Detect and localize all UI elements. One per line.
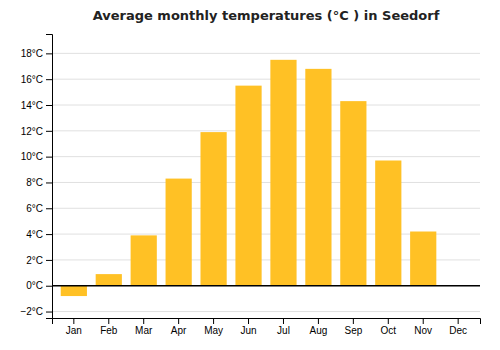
y-tick-mark bbox=[46, 260, 52, 261]
x-tick-mark bbox=[458, 318, 459, 324]
y-tick-mark bbox=[46, 131, 52, 132]
x-axis-line bbox=[53, 319, 481, 325]
x-tick-mark bbox=[248, 318, 249, 324]
y-tick-label: 10°C bbox=[21, 151, 43, 162]
bar bbox=[131, 235, 157, 285]
x-tick-label: Mar bbox=[135, 325, 153, 336]
x-tick: Nov bbox=[414, 318, 432, 336]
x-tick-label: Apr bbox=[171, 325, 187, 336]
bar bbox=[340, 101, 366, 286]
bar bbox=[96, 274, 122, 286]
bar bbox=[410, 232, 436, 286]
x-tick: Mar bbox=[135, 318, 153, 336]
y-tick-mark bbox=[46, 53, 52, 54]
y-tick: 0°C bbox=[26, 280, 52, 291]
title: Average monthly temperatures (°C ) in Se… bbox=[93, 8, 440, 23]
y-tick-mark bbox=[46, 234, 52, 235]
y-tick-mark bbox=[46, 79, 52, 80]
y-tick-label: 4°C bbox=[26, 229, 43, 240]
x-axis: Jan Feb Mar Apr May Jun Jul Aug Sep Oct Nov Dec bbox=[53, 318, 481, 336]
y-tick-label: 0°C bbox=[26, 280, 43, 291]
x-tick-mark bbox=[353, 318, 354, 324]
x-tick-mark bbox=[318, 318, 319, 324]
x-tick-mark bbox=[283, 318, 284, 324]
y-tick: 10°C bbox=[21, 151, 52, 162]
y-tick: 8°C bbox=[26, 177, 52, 188]
baseline bbox=[52, 285, 480, 287]
plot: −2°C 0°C 2°C 4°C 6°C 8°C 10°C 12°C 14°C 16°C 18°C J… bbox=[20, 35, 480, 337]
y-tick: −2°C bbox=[20, 306, 52, 317]
x-tick: Aug bbox=[310, 318, 328, 336]
x-tick-label: Feb bbox=[100, 325, 118, 336]
grid-line bbox=[52, 182, 480, 183]
x-tick: Jan bbox=[66, 318, 82, 336]
bar bbox=[375, 161, 401, 286]
x-tick: May bbox=[204, 318, 223, 336]
x-tick: Jul bbox=[277, 318, 290, 336]
bar bbox=[61, 286, 87, 296]
y-tick-mark bbox=[46, 105, 52, 106]
y-tick: 18°C bbox=[21, 48, 52, 59]
grid-line bbox=[52, 105, 480, 106]
x-tick-mark bbox=[73, 318, 74, 324]
y-tick-label: 12°C bbox=[21, 126, 43, 137]
y-tick-label: 14°C bbox=[21, 100, 43, 111]
chart: −2°C 0°C 2°C 4°C 6°C 8°C 10°C 12°C 14°C 16°C 18°C J… bbox=[0, 0, 500, 350]
x-tick-label: Nov bbox=[414, 325, 432, 336]
grid-line bbox=[52, 79, 480, 80]
y-tick-label: 6°C bbox=[26, 203, 43, 214]
x-tick: Jun bbox=[240, 318, 256, 336]
grid-line bbox=[52, 208, 480, 209]
x-tick-mark bbox=[423, 318, 424, 324]
y-tick: 2°C bbox=[26, 255, 52, 266]
grid-line bbox=[52, 53, 480, 54]
x-tick-label: Oct bbox=[381, 325, 397, 336]
grid-line bbox=[52, 156, 480, 157]
y-axis: −2°C 0°C 2°C 4°C 6°C 8°C 10°C 12°C 14°C 16°C 18°C bbox=[20, 35, 52, 319]
bar bbox=[235, 86, 261, 286]
y-tick-label: −2°C bbox=[20, 306, 43, 317]
y-tick: 14°C bbox=[21, 100, 52, 111]
grid bbox=[52, 53, 480, 311]
bar bbox=[270, 60, 296, 286]
y-tick-label: 2°C bbox=[26, 255, 43, 266]
y-tick-mark bbox=[46, 312, 52, 313]
y-tick-label: 16°C bbox=[21, 74, 43, 85]
grid-line bbox=[52, 311, 480, 312]
x-tick-label: May bbox=[204, 325, 223, 336]
grid-line bbox=[52, 130, 480, 131]
y-tick-mark bbox=[46, 182, 52, 183]
x-tick: Oct bbox=[381, 318, 397, 336]
y-axis-line bbox=[46, 35, 53, 319]
bar bbox=[305, 69, 331, 286]
y-tick: 6°C bbox=[26, 203, 52, 214]
bar bbox=[166, 179, 192, 286]
x-tick-mark bbox=[388, 318, 389, 324]
x-tick: Apr bbox=[171, 318, 187, 336]
y-tick-mark bbox=[46, 157, 52, 158]
x-tick-label: Jun bbox=[240, 325, 256, 336]
x-tick-mark bbox=[108, 318, 109, 324]
x-tick-mark bbox=[143, 318, 144, 324]
y-tick-label: 18°C bbox=[21, 48, 43, 59]
y-tick-label: 8°C bbox=[26, 177, 43, 188]
x-tick: Sep bbox=[344, 318, 362, 336]
x-tick-mark bbox=[178, 318, 179, 324]
y-tick-mark bbox=[46, 208, 52, 209]
x-tick-label: Aug bbox=[310, 325, 328, 336]
y-tick: 4°C bbox=[26, 229, 52, 240]
bars bbox=[61, 60, 437, 296]
x-tick-label: Jul bbox=[277, 325, 290, 336]
x-tick-label: Sep bbox=[344, 325, 362, 336]
x-tick: Feb bbox=[100, 318, 118, 336]
x-tick: Dec bbox=[449, 318, 467, 336]
bar bbox=[200, 132, 226, 286]
y-tick: 12°C bbox=[21, 126, 52, 137]
x-tick-mark bbox=[213, 318, 214, 324]
y-tick: 16°C bbox=[21, 74, 52, 85]
y-tick-mark bbox=[46, 286, 52, 287]
grid-line bbox=[52, 285, 480, 286]
x-tick-label: Dec bbox=[449, 325, 467, 336]
x-tick-label: Jan bbox=[66, 325, 82, 336]
